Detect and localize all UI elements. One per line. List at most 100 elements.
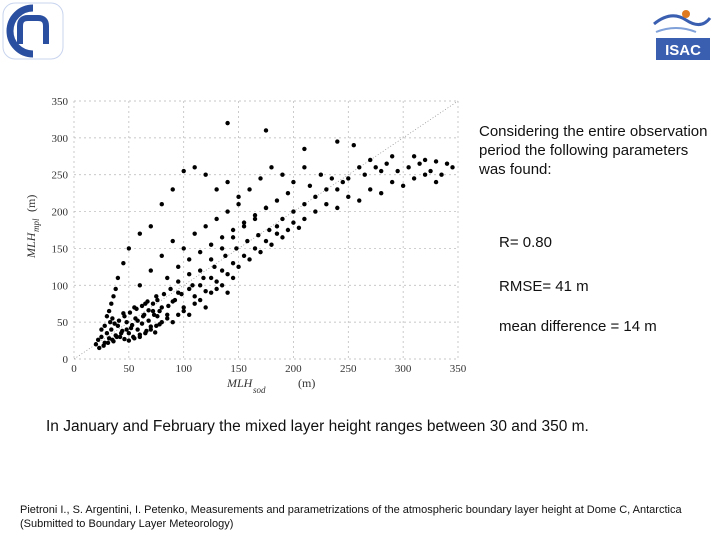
data-point — [263, 238, 269, 244]
data-point — [247, 187, 252, 192]
data-point — [146, 308, 151, 313]
data-point — [280, 235, 285, 240]
data-point — [269, 165, 274, 170]
data-point — [113, 286, 118, 292]
data-point — [99, 334, 104, 340]
data-point — [313, 194, 318, 200]
data-point — [208, 275, 214, 281]
data-point — [236, 194, 241, 200]
data-point — [148, 268, 153, 273]
data-point — [241, 220, 247, 225]
y-tick-label: 150 — [52, 243, 69, 255]
data-point — [208, 290, 214, 295]
data-point — [444, 161, 450, 166]
data-point — [176, 290, 181, 295]
data-point — [236, 264, 241, 270]
data-point — [150, 301, 156, 306]
data-point — [203, 224, 208, 229]
data-point — [197, 249, 203, 255]
data-point — [422, 172, 428, 177]
data-point — [109, 301, 114, 306]
x-tick-label: 150 — [230, 363, 247, 375]
data-point — [357, 165, 362, 170]
y-tick-label: 200 — [52, 207, 69, 219]
data-point — [176, 264, 181, 270]
data-point — [179, 291, 184, 297]
data-point — [137, 334, 143, 340]
data-point — [351, 143, 356, 148]
y-axis-label: MLH — [24, 231, 38, 259]
data-point — [104, 331, 110, 336]
data-point — [346, 194, 351, 200]
data-point — [121, 260, 126, 266]
data-point — [99, 327, 104, 332]
data-point — [258, 249, 263, 255]
data-point — [170, 319, 175, 325]
data-point — [302, 202, 307, 207]
data-point — [302, 216, 307, 222]
data-point — [439, 172, 444, 177]
x-axis-label-unit: (m) — [298, 376, 315, 390]
data-point — [126, 246, 132, 251]
data-point — [214, 187, 219, 192]
data-point — [203, 305, 208, 310]
data-point — [143, 331, 148, 336]
data-point — [373, 165, 378, 170]
data-point — [135, 327, 140, 332]
data-point — [291, 220, 296, 225]
data-point — [159, 253, 164, 258]
data-point — [236, 202, 241, 207]
mean-difference-value: mean difference = 14 m — [499, 318, 657, 335]
data-point — [230, 235, 236, 240]
data-point — [106, 308, 112, 314]
data-point — [192, 301, 197, 306]
tick-labels: 0 50 100 150 200 250 300 350 0 50 100 150 200 250 300 3… — [52, 96, 467, 375]
data-point — [296, 225, 302, 230]
data-point — [139, 303, 145, 309]
data-point — [176, 279, 181, 284]
y-tick-label: 0 — [63, 354, 69, 366]
data-point — [340, 179, 345, 185]
isac-emblem-icon: ISAC — [653, 10, 712, 60]
data-point — [450, 165, 455, 170]
data-point — [126, 331, 132, 336]
data-point — [368, 157, 373, 163]
data-point — [197, 268, 203, 273]
rmse-value: RMSE= 41 m — [499, 278, 589, 295]
x-tick-label: 350 — [450, 363, 467, 375]
x-tick-label: 50 — [123, 363, 135, 375]
data-point — [389, 179, 395, 185]
x-tick-label: 200 — [285, 363, 302, 375]
data-point — [307, 183, 313, 188]
data-point — [122, 336, 127, 342]
data-point — [258, 176, 263, 181]
y-tick-label: 250 — [52, 170, 69, 182]
data-point — [161, 291, 167, 297]
data-point — [168, 286, 173, 292]
data-point — [165, 316, 170, 321]
data-point — [106, 336, 112, 341]
data-point — [150, 308, 156, 314]
data-point — [285, 190, 291, 196]
data-point — [112, 321, 117, 326]
data-point — [214, 216, 219, 222]
data-point — [187, 272, 192, 277]
data-point — [181, 246, 186, 251]
data-point — [400, 183, 406, 188]
data-point — [95, 337, 101, 343]
data-point — [181, 168, 186, 174]
data-point — [109, 327, 114, 332]
y-tick-label: 50 — [57, 317, 69, 329]
data-point — [126, 338, 132, 343]
data-point — [214, 279, 219, 284]
data-point — [181, 305, 186, 310]
y-tick-label: 300 — [52, 133, 69, 145]
data-point — [108, 319, 113, 325]
data-point — [362, 172, 367, 177]
data-point — [132, 336, 137, 341]
data-point — [110, 337, 115, 343]
data-point — [187, 312, 192, 317]
scatter-plot: 0 50 100 150 200 250 300 350 0 50 100 150 200 250 300 3… — [24, 96, 467, 395]
y-axis-label-unit: (m) — [24, 195, 38, 212]
data-point — [335, 139, 340, 144]
